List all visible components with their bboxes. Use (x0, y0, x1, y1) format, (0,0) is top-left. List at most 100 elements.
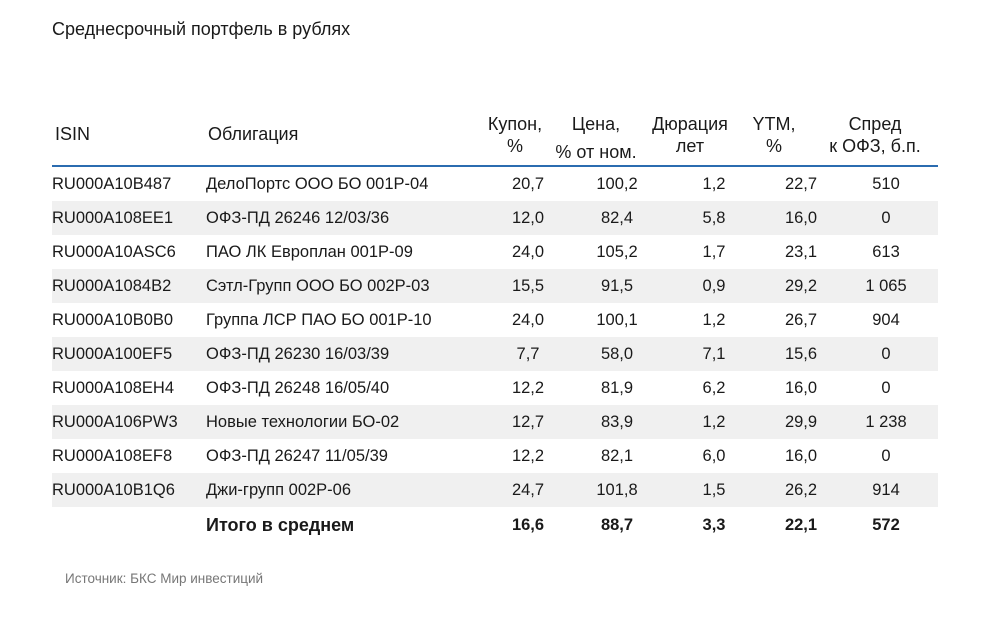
table-row: RU000A10B0B0 Группа ЛСР ПАО БО 001P-10 24,… (52, 303, 938, 337)
bond-name-cell: Джи-групп 002P-06 (206, 473, 482, 507)
spread-cell: 904 (872, 310, 900, 329)
duration-cell: 0,9 (660, 269, 768, 303)
total-price: 88,7 (600, 516, 634, 534)
page-title: Среднесрочный портфель в рублях (52, 19, 351, 39)
ytm-cell: 26,7 (784, 310, 818, 329)
coupon-cell: 12,7 (482, 405, 574, 439)
total-duration: 3,3 (702, 516, 726, 534)
header-ytm-line1: YTM, (752, 114, 796, 134)
header-ytm-line2: % (765, 136, 782, 156)
table-row: RU000A10B487 ДелоПортс ООО БО 001P-04 20,7… (52, 167, 938, 201)
total-label: Итого в среднем (206, 515, 355, 535)
isin-cell: RU000A108EH4 (52, 378, 174, 397)
coupon-cell: 24,0 (511, 242, 545, 261)
coupon-cell: 12,0 (482, 201, 574, 235)
isin-cell: RU000A1084B2 (52, 269, 206, 303)
bond-name-cell: ПАО ЛК Европлан 001P-09 (206, 242, 413, 261)
table-row: RU000A108EE1 ОФЗ-ПД 26246 12/03/36 12,0 82,… (52, 201, 938, 235)
bond-name-cell: ДелоПортс ООО БО 001P-04 (206, 174, 429, 193)
header-price: Цена, % от ном. (546, 110, 646, 166)
price-cell: 101,8 (574, 473, 660, 507)
bond-name-cell: Новые технологии БО-02 (206, 405, 482, 439)
header-duration: Дюрация лет (645, 113, 735, 157)
price-cell: 81,9 (600, 378, 634, 397)
price-cell: 105,2 (596, 242, 638, 261)
ytm-cell: 22,7 (784, 174, 818, 193)
total-spread: 572 (872, 516, 900, 534)
bond-name-cell: ОФЗ-ПД 26247 11/05/39 (206, 446, 388, 465)
spread-cell: 1 065 (834, 269, 938, 303)
header-spread-line2: к ОФЗ, б.п. (829, 136, 921, 156)
spread-cell: 0 (834, 337, 938, 371)
header-spread: Спред к ОФЗ, б.п. (815, 113, 935, 157)
isin-cell: RU000A10ASC6 (52, 242, 176, 261)
ytm-cell: 26,2 (768, 473, 834, 507)
isin-cell: RU000A108EF8 (52, 446, 173, 465)
coupon-cell: 24,7 (482, 473, 574, 507)
coupon-cell: 12,2 (511, 378, 545, 397)
price-cell: 82,1 (600, 446, 634, 465)
price-cell: 100,2 (596, 174, 638, 193)
header-price-line2: % от ном. (555, 142, 637, 162)
table-body: RU000A10B487 ДелоПортс ООО БО 001P-04 20,7… (52, 167, 938, 544)
header-duration-line1: Дюрация (652, 114, 728, 134)
header-rule (52, 165, 938, 167)
portfolio-table: RU000A10B487 ДелоПортс ООО БО 001P-04 20,7… (52, 167, 938, 544)
duration-cell: 1,2 (660, 405, 768, 439)
isin-cell: RU000A106PW3 (52, 405, 206, 439)
ytm-cell: 15,6 (768, 337, 834, 371)
bond-name-cell: Сэтл-Групп ООО БО 002P-03 (206, 269, 482, 303)
table-row: RU000A10B1Q6 Джи-групп 002P-06 24,7 101,8 1,… (52, 473, 938, 507)
ytm-cell: 29,9 (768, 405, 834, 439)
price-cell: 82,4 (574, 201, 660, 235)
ytm-cell: 16,0 (784, 446, 818, 465)
isin-cell: RU000A10B1Q6 (52, 473, 206, 507)
bond-name-cell: Группа ЛСР ПАО БО 001P-10 (206, 310, 432, 329)
total-coupon: 16,6 (511, 516, 545, 534)
table-row: RU000A1084B2 Сэтл-Групп ООО БО 002P-03 15,… (52, 269, 938, 303)
spread-cell: 1 238 (834, 405, 938, 439)
table-row: RU000A100EF5 ОФЗ-ПД 26230 16/03/39 7,7 58,0… (52, 337, 938, 371)
spread-cell: 0 (881, 446, 891, 465)
spread-cell: 510 (872, 174, 900, 193)
isin-cell: RU000A108EE1 (52, 201, 206, 235)
coupon-cell: 24,0 (511, 310, 545, 329)
total-ytm: 22,1 (784, 516, 818, 534)
coupon-cell: 12,2 (511, 446, 545, 465)
coupon-cell: 7,7 (482, 337, 574, 371)
duration-cell: 6,0 (702, 446, 726, 465)
table-row: RU000A10ASC6 ПАО ЛК Европлан 001P-09 24,0 1… (52, 235, 938, 269)
duration-cell: 1,2 (702, 310, 726, 329)
header-coupon-line1: Купон, (487, 114, 543, 134)
header-price-line1: Цена, (571, 114, 621, 134)
duration-cell: 1,5 (660, 473, 768, 507)
total-row: Итого в среднем 16,6 88,7 3,3 22,1 572 (52, 507, 938, 544)
ytm-cell: 16,0 (784, 378, 818, 397)
bond-name-cell: ОФЗ-ПД 26230 16/03/39 (206, 337, 482, 371)
isin-cell: RU000A100EF5 (52, 337, 206, 371)
spread-cell: 613 (872, 242, 900, 261)
duration-cell: 1,2 (702, 174, 726, 193)
source-note: Источник: БКС Мир инвестиций (65, 571, 264, 586)
spread-cell: 0 (834, 201, 938, 235)
table-row: RU000A108EH4 ОФЗ-ПД 26248 16/05/40 12,2 81,… (52, 371, 938, 405)
header-duration-line2: лет (675, 136, 705, 156)
spread-cell: 0 (881, 378, 891, 397)
duration-cell: 6,2 (702, 378, 726, 397)
price-cell: 83,9 (574, 405, 660, 439)
duration-cell: 1,7 (702, 242, 726, 261)
duration-cell: 5,8 (660, 201, 768, 235)
header-bond: Облигация (208, 124, 299, 144)
total-empty-cell (52, 507, 206, 544)
header-isin: ISIN (55, 124, 91, 144)
header-ytm: YTM, % (740, 113, 808, 157)
ytm-cell: 16,0 (768, 201, 834, 235)
table-row: RU000A106PW3 Новые технологии БО-02 12,7 83… (52, 405, 938, 439)
bond-name-cell: ОФЗ-ПД 26246 12/03/36 (206, 201, 482, 235)
header-spread-line1: Спред (848, 114, 902, 134)
table-row: RU000A108EF8 ОФЗ-ПД 26247 11/05/39 12,2 82,… (52, 439, 938, 473)
price-cell: 58,0 (574, 337, 660, 371)
coupon-cell: 15,5 (482, 269, 574, 303)
coupon-cell: 20,7 (511, 174, 545, 193)
header-coupon-line2: % (506, 136, 523, 156)
